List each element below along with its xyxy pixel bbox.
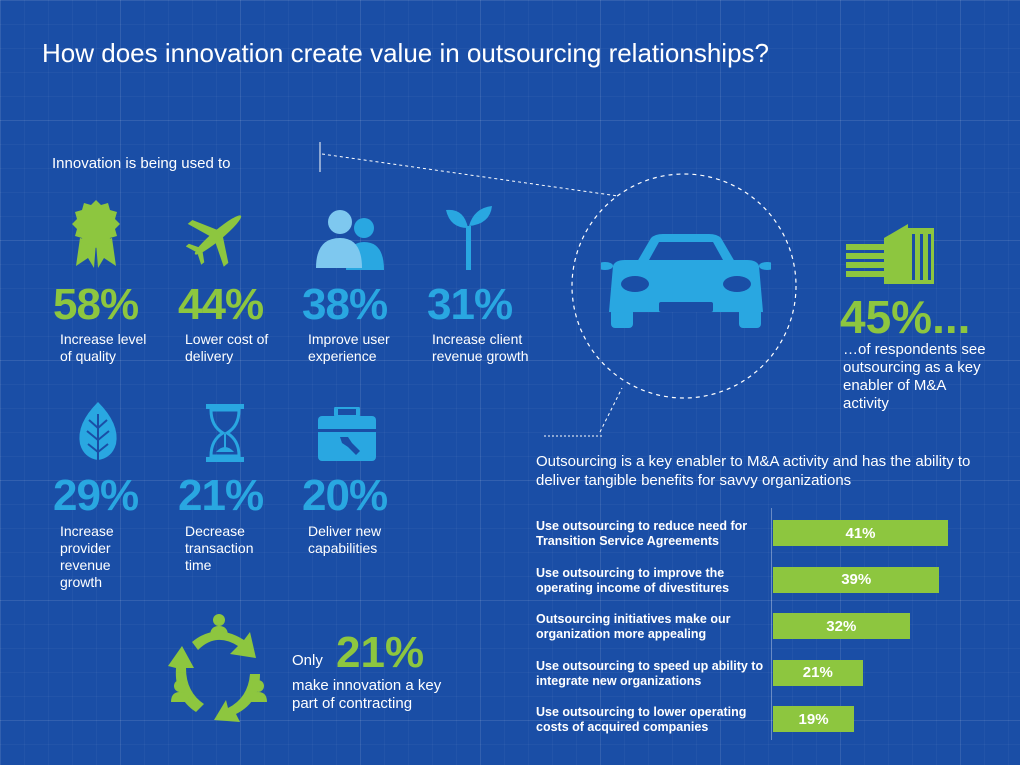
toolbox-icon <box>318 407 376 461</box>
stat-percent: 38% <box>302 280 388 329</box>
users-icon <box>316 210 384 270</box>
bar-value-label: 39% <box>841 571 872 588</box>
bar-label: Use outsourcing to lower operating costs… <box>536 705 747 734</box>
stat-label: Improve user experience <box>308 331 390 364</box>
bar-value-label: 41% <box>845 524 876 542</box>
stat-percent: 20% <box>302 471 388 520</box>
contracting-prefix: Only <box>292 652 323 669</box>
bar-value-label: 32% <box>826 617 857 635</box>
stat-percent: 21% <box>178 471 264 520</box>
ma-percent: 45%... <box>840 291 971 343</box>
bar: 32% <box>773 613 910 639</box>
page-title: How does innovation create value in outs… <box>42 38 769 68</box>
bars-section-title: Outsourcing is a key enabler to M&A acti… <box>536 453 971 489</box>
stat-percent: 44% <box>178 280 264 329</box>
hourglass-icon <box>206 404 244 462</box>
contracting-percent: 21% <box>336 628 425 677</box>
award-ribbon-icon <box>72 200 120 268</box>
bar-label: Outsourcing initiatives make our organiz… <box>536 612 731 641</box>
airplane-icon <box>186 215 242 267</box>
bar: 39% <box>773 566 940 593</box>
stat-label: Lower cost of delivery <box>185 331 269 364</box>
bar-label: Use outsourcing to reduce need for Trans… <box>536 519 748 548</box>
bar-axis-line <box>771 508 772 740</box>
cycle-people-icon <box>168 614 267 722</box>
bar-value-label: 19% <box>798 710 829 728</box>
stat-label: Increase level of quality <box>60 331 147 364</box>
stat-label: Increase client revenue growth <box>432 331 529 364</box>
stat-percent: 58% <box>53 280 139 329</box>
car-icon <box>601 234 771 328</box>
leaf-icon <box>79 402 117 466</box>
bar: 41% <box>773 520 948 546</box>
contracting-description: make innovation a key part of contractin… <box>292 677 442 712</box>
bar-value-label: 21% <box>802 664 833 681</box>
bar-label: Use outsourcing to speed up ability to i… <box>536 658 764 688</box>
stat-label: Decrease transaction time <box>185 523 254 573</box>
bar-label: Use outsourcing to improve the operating… <box>536 565 730 595</box>
stat-label: Deliver new capabilities <box>308 523 382 556</box>
bar: 21% <box>773 659 863 686</box>
stat-percent: 31% <box>427 280 513 329</box>
sprout-icon <box>446 206 492 270</box>
stat-label: Increase provider revenue growth <box>60 523 114 590</box>
ma-description: …of respondents see outsourcing as a key… <box>843 341 986 412</box>
building-icon <box>846 224 934 284</box>
bar: 19% <box>773 706 855 732</box>
intro-text: Innovation is being used to <box>52 155 231 172</box>
stat-percent: 29% <box>53 471 139 520</box>
